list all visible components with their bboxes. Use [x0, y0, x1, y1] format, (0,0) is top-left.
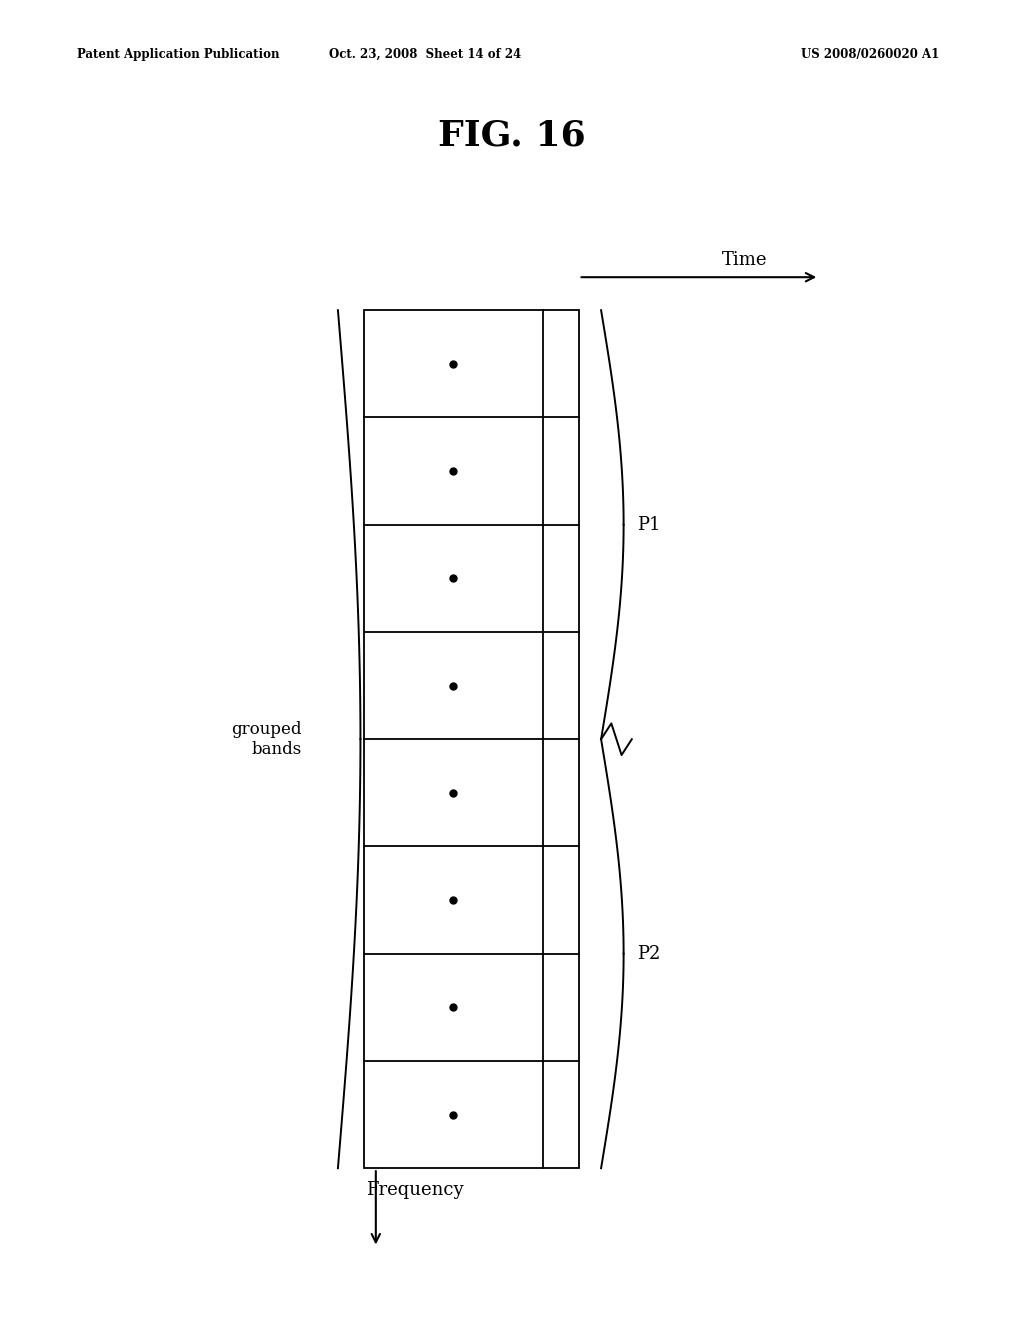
- Text: P2: P2: [637, 945, 660, 962]
- Text: Time: Time: [722, 251, 767, 269]
- Text: P1: P1: [637, 516, 660, 533]
- Text: Oct. 23, 2008  Sheet 14 of 24: Oct. 23, 2008 Sheet 14 of 24: [329, 48, 521, 61]
- Text: Patent Application Publication: Patent Application Publication: [77, 48, 280, 61]
- Text: FIG. 16: FIG. 16: [438, 119, 586, 153]
- Text: Frequency: Frequency: [366, 1181, 463, 1200]
- Bar: [364, 310, 579, 1168]
- Text: grouped
bands: grouped bands: [231, 721, 302, 758]
- Text: US 2008/0260020 A1: US 2008/0260020 A1: [801, 48, 940, 61]
